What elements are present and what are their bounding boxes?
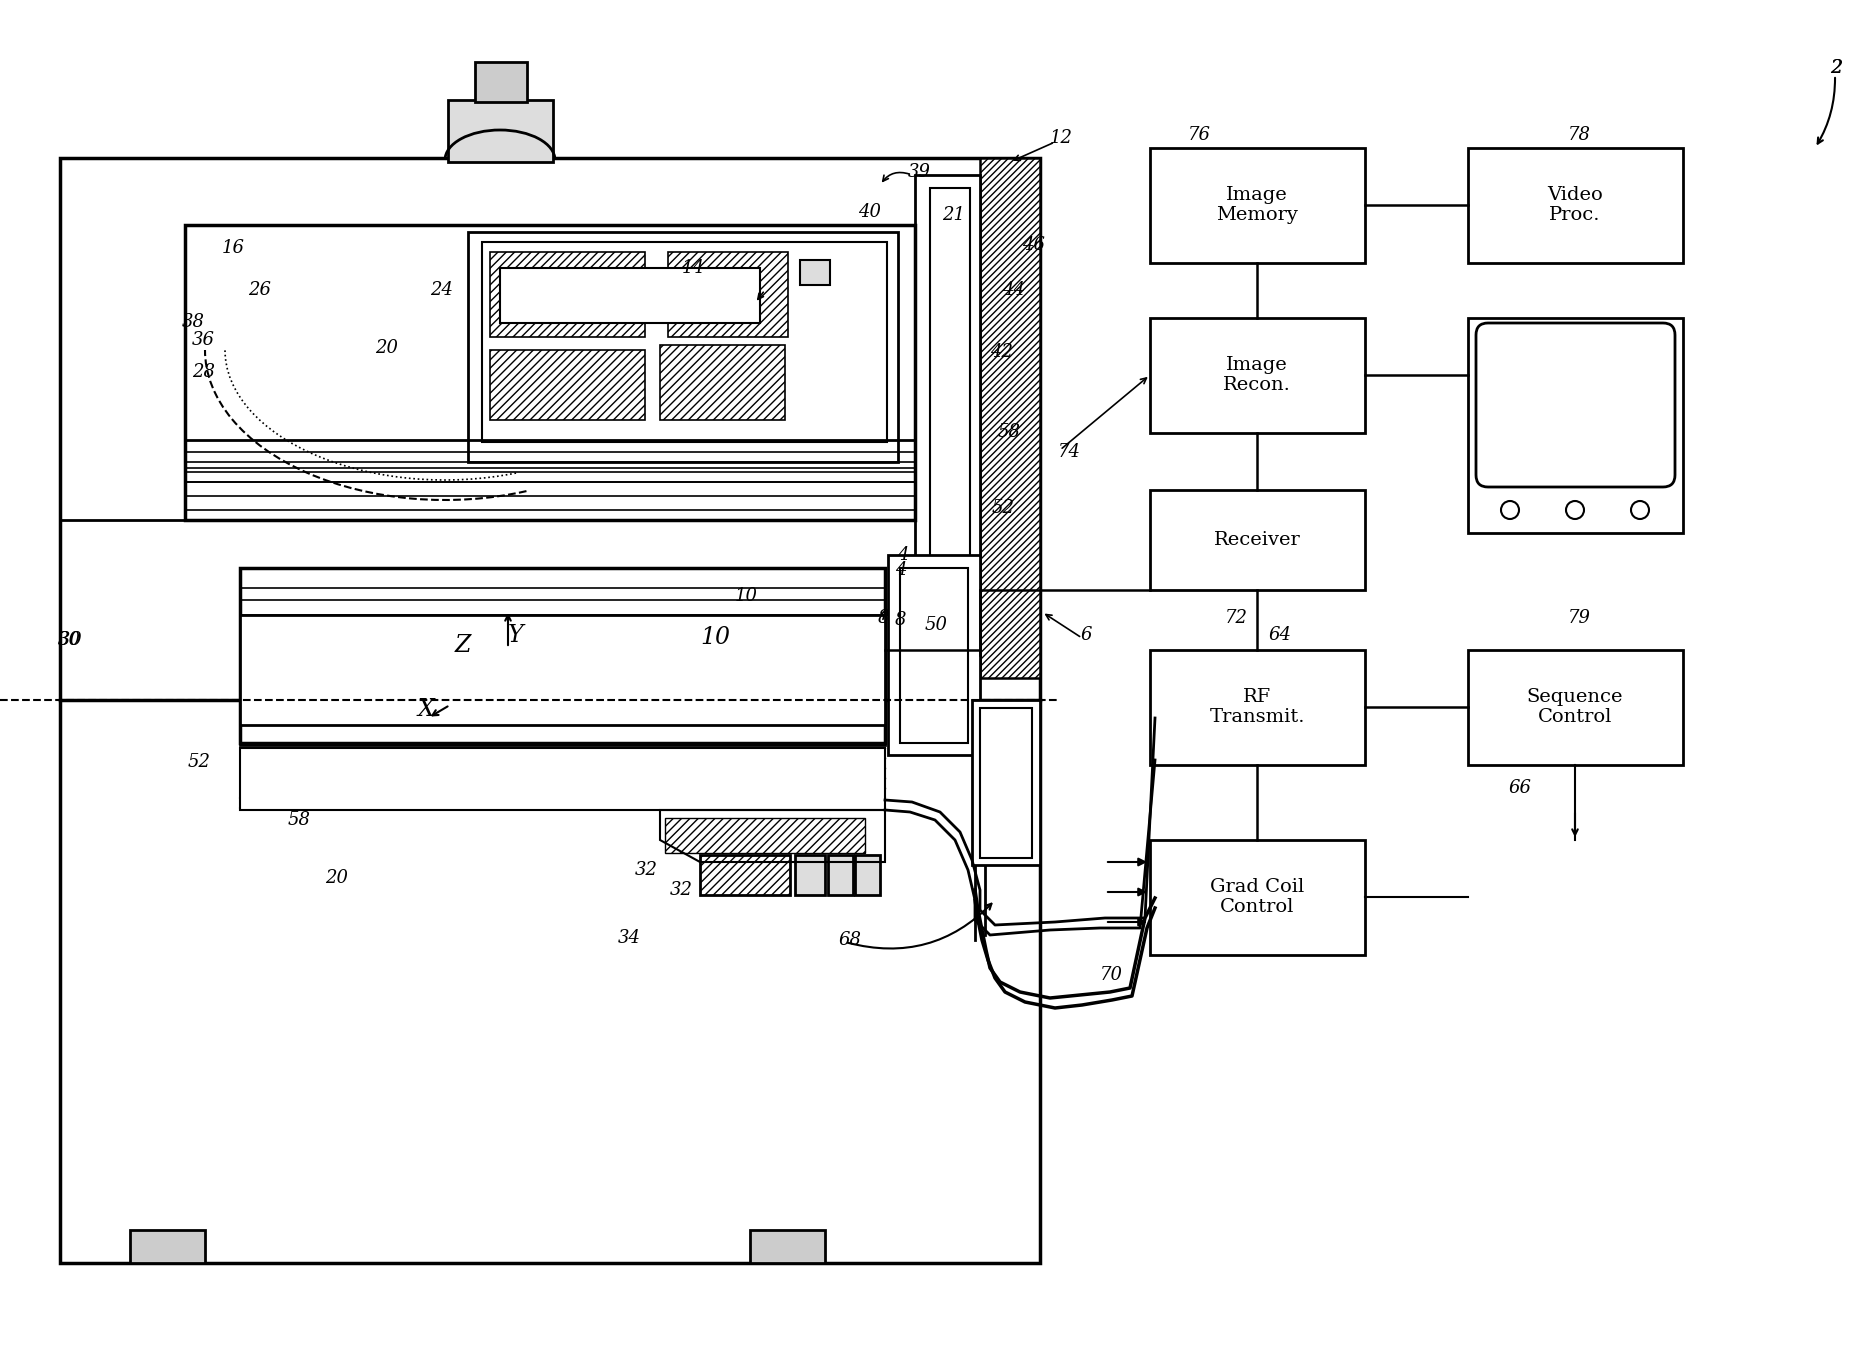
Bar xyxy=(1150,490,1365,590)
Bar xyxy=(929,188,971,658)
Text: 32: 32 xyxy=(636,861,658,878)
Bar xyxy=(1468,650,1683,765)
Text: 8: 8 xyxy=(879,609,890,627)
Text: 20: 20 xyxy=(376,339,398,357)
Text: 8: 8 xyxy=(896,612,907,629)
Bar xyxy=(468,232,898,462)
Bar xyxy=(1150,650,1365,765)
FancyBboxPatch shape xyxy=(1475,323,1676,488)
Text: X: X xyxy=(419,699,436,722)
Text: 58: 58 xyxy=(999,424,1021,441)
Text: 30: 30 xyxy=(58,631,80,650)
Text: 2: 2 xyxy=(1831,59,1842,78)
Bar xyxy=(888,554,980,755)
Text: 40: 40 xyxy=(858,203,881,221)
Bar xyxy=(660,345,785,419)
Text: 66: 66 xyxy=(1507,779,1532,797)
Text: 44: 44 xyxy=(1002,281,1025,300)
Text: 38: 38 xyxy=(181,313,206,331)
Bar xyxy=(750,1230,825,1263)
Text: 4: 4 xyxy=(896,561,907,579)
Text: 26: 26 xyxy=(249,281,271,300)
Text: 78: 78 xyxy=(1569,127,1591,144)
Text: 72: 72 xyxy=(1225,609,1247,627)
Bar xyxy=(899,568,969,744)
Text: 36: 36 xyxy=(193,331,215,349)
Text: 10: 10 xyxy=(699,627,729,650)
Text: 52: 52 xyxy=(189,753,211,771)
Text: 6: 6 xyxy=(1081,627,1092,644)
Text: 14: 14 xyxy=(683,259,705,276)
Text: Z: Z xyxy=(454,633,471,656)
Text: 46: 46 xyxy=(1023,236,1045,253)
Bar xyxy=(490,350,645,419)
Text: 74: 74 xyxy=(1058,443,1081,460)
Bar xyxy=(1150,317,1365,433)
Text: Receiver: Receiver xyxy=(1214,531,1300,549)
Text: 30: 30 xyxy=(58,631,82,650)
Bar xyxy=(1468,148,1683,263)
Bar xyxy=(972,700,1040,865)
Bar xyxy=(1150,840,1365,955)
Text: 76: 76 xyxy=(1187,127,1212,144)
Text: Image
Recon.: Image Recon. xyxy=(1223,355,1290,395)
Text: 10: 10 xyxy=(735,587,757,605)
Text: Grad Coil
Control: Grad Coil Control xyxy=(1210,877,1303,917)
Text: 16: 16 xyxy=(223,238,245,257)
Text: 2: 2 xyxy=(1831,59,1842,78)
Text: 21: 21 xyxy=(942,206,965,223)
Text: 50: 50 xyxy=(926,616,948,633)
Bar xyxy=(185,225,914,520)
Text: Image
Memory: Image Memory xyxy=(1216,185,1298,225)
Text: 52: 52 xyxy=(991,498,1015,518)
Bar xyxy=(475,63,527,102)
Bar xyxy=(482,242,886,443)
Text: 39: 39 xyxy=(909,163,931,181)
Text: 28: 28 xyxy=(193,364,215,381)
Text: 68: 68 xyxy=(838,932,860,949)
Text: RF
Transmit.: RF Transmit. xyxy=(1210,688,1305,726)
Text: 20: 20 xyxy=(325,869,348,887)
Text: 42: 42 xyxy=(989,343,1014,361)
Bar xyxy=(1468,317,1683,533)
Bar xyxy=(499,268,759,323)
Bar xyxy=(795,855,825,895)
Text: Y: Y xyxy=(509,624,524,647)
Bar xyxy=(239,616,885,725)
Bar xyxy=(490,252,645,336)
Text: 24: 24 xyxy=(430,281,453,300)
Bar xyxy=(914,174,980,665)
Text: 34: 34 xyxy=(617,929,641,947)
Bar xyxy=(666,819,866,853)
Bar xyxy=(980,158,1040,678)
Bar xyxy=(239,568,885,744)
Text: 58: 58 xyxy=(288,810,310,829)
Bar xyxy=(239,748,885,810)
Bar xyxy=(800,260,830,285)
Bar xyxy=(828,855,853,895)
Text: Sequence
Control: Sequence Control xyxy=(1526,688,1623,726)
Text: 12: 12 xyxy=(1049,129,1073,147)
Bar xyxy=(449,99,554,162)
Text: 4: 4 xyxy=(898,546,909,564)
Text: Video
Proc.: Video Proc. xyxy=(1546,185,1603,225)
Text: 70: 70 xyxy=(1100,966,1124,983)
Bar xyxy=(855,855,881,895)
Text: 64: 64 xyxy=(1268,627,1290,644)
Bar xyxy=(131,1230,206,1263)
Text: 32: 32 xyxy=(669,881,694,899)
Text: 79: 79 xyxy=(1569,609,1591,627)
Bar xyxy=(668,252,787,336)
Bar xyxy=(60,158,1040,1263)
Bar xyxy=(699,855,789,895)
Bar xyxy=(980,708,1032,858)
Bar xyxy=(1150,148,1365,263)
